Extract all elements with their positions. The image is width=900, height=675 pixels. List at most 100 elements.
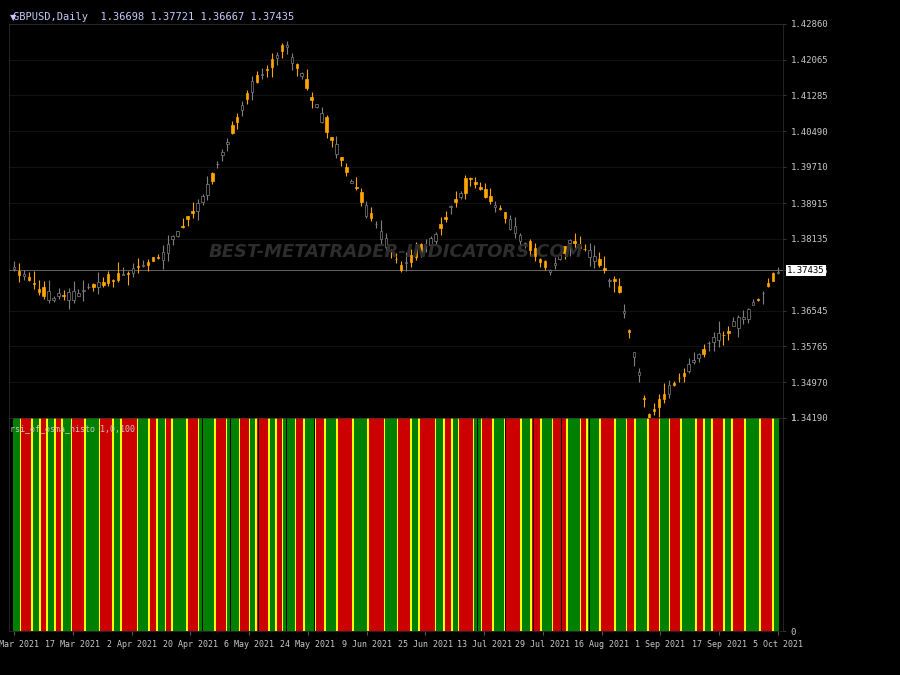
Bar	[14, 418, 16, 631]
Bar	[262, 418, 264, 631]
Bar	[137, 266, 139, 267]
Bar	[121, 418, 122, 631]
Bar	[382, 418, 383, 631]
Bar	[572, 418, 573, 631]
Bar	[469, 418, 471, 631]
Bar	[178, 418, 179, 631]
Bar	[621, 418, 623, 631]
Bar	[555, 418, 556, 631]
Bar	[598, 418, 599, 631]
Bar	[208, 418, 209, 631]
Bar	[573, 418, 575, 631]
Bar	[280, 418, 282, 631]
Bar	[316, 418, 318, 631]
Bar	[431, 418, 433, 631]
Bar	[433, 418, 435, 631]
Bar	[81, 418, 82, 631]
Bar	[754, 418, 756, 631]
Bar	[336, 418, 338, 631]
Bar	[563, 246, 566, 253]
Bar	[659, 418, 661, 631]
Bar	[440, 418, 441, 631]
Bar	[405, 418, 407, 631]
Bar	[155, 418, 157, 631]
Bar	[718, 418, 720, 631]
Bar	[641, 418, 643, 631]
Bar	[518, 418, 520, 631]
Bar	[441, 418, 443, 631]
Bar	[538, 418, 540, 631]
Bar	[372, 418, 374, 631]
Bar	[221, 152, 223, 155]
Bar	[354, 418, 356, 631]
Bar	[99, 418, 101, 631]
Bar	[583, 418, 584, 631]
Bar	[598, 259, 600, 265]
Bar	[117, 418, 119, 631]
Bar	[413, 418, 415, 631]
Bar	[554, 263, 556, 265]
Bar	[101, 418, 102, 631]
Bar	[202, 196, 203, 202]
Bar	[494, 205, 497, 207]
Bar	[546, 418, 548, 631]
Bar	[565, 418, 566, 631]
Bar	[464, 178, 467, 194]
Bar	[657, 418, 659, 631]
Bar	[662, 394, 665, 399]
Bar	[330, 137, 333, 140]
Bar	[166, 244, 169, 252]
Bar	[162, 252, 164, 261]
Bar	[463, 418, 464, 631]
Bar	[672, 383, 675, 385]
Bar	[26, 418, 28, 631]
Bar	[556, 418, 558, 631]
Bar	[127, 273, 130, 274]
Bar	[726, 418, 728, 631]
Bar	[20, 418, 22, 631]
Bar	[764, 418, 766, 631]
Bar	[278, 418, 280, 631]
Bar	[712, 338, 715, 342]
Bar	[458, 418, 459, 631]
Bar	[742, 317, 744, 319]
Bar	[91, 418, 92, 631]
Bar	[131, 418, 133, 631]
Bar	[370, 213, 373, 219]
Bar	[161, 418, 163, 631]
Bar	[716, 418, 718, 631]
Bar	[443, 418, 445, 631]
Bar	[560, 418, 562, 631]
Bar	[593, 418, 594, 631]
Bar	[411, 418, 413, 631]
Bar	[766, 418, 768, 631]
Bar	[647, 418, 649, 631]
Bar	[637, 418, 639, 631]
Bar	[286, 418, 288, 631]
Bar	[30, 418, 32, 631]
Bar	[407, 418, 409, 631]
Bar	[415, 249, 417, 256]
Bar	[760, 418, 762, 631]
Bar	[391, 418, 392, 631]
Bar	[229, 418, 230, 631]
Bar	[427, 418, 428, 631]
Bar	[723, 418, 724, 631]
Bar	[71, 418, 72, 631]
Bar	[484, 189, 487, 198]
Bar	[688, 364, 690, 371]
Bar	[323, 418, 324, 631]
Bar	[687, 418, 688, 631]
Bar	[248, 418, 250, 631]
Bar	[459, 418, 461, 631]
Bar	[77, 418, 79, 631]
Bar	[633, 418, 634, 631]
Bar	[419, 244, 422, 252]
Bar	[385, 238, 387, 247]
Bar	[139, 418, 140, 631]
Bar	[436, 418, 438, 631]
Bar	[429, 238, 432, 245]
Bar	[594, 418, 596, 631]
Bar	[731, 418, 733, 631]
Bar	[325, 117, 328, 132]
